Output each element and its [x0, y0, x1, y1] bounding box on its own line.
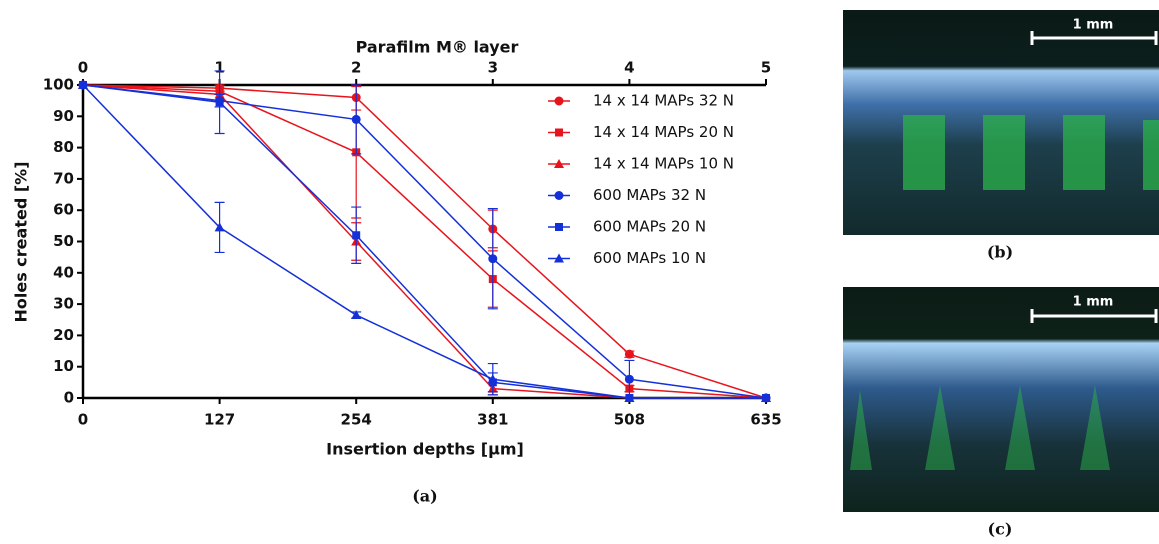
x2-tick-label: 1	[214, 59, 224, 77]
marker	[555, 128, 563, 137]
x2-tick-label: 2	[351, 59, 361, 77]
marker	[215, 98, 224, 107]
scale-label: 1 mm	[1073, 295, 1114, 310]
scale-label: 1 mm	[1073, 18, 1114, 33]
marker	[554, 191, 564, 200]
marker	[352, 231, 361, 240]
x2-tick-label: 5	[761, 59, 771, 77]
x-tick-label: 0	[78, 411, 88, 429]
panel-label: (a)	[412, 487, 438, 506]
marker	[351, 310, 362, 320]
y-tick-label: 100	[43, 76, 74, 94]
marker	[351, 114, 361, 124]
x-tick-label: 635	[750, 411, 781, 429]
legend-label: 600 MAPs 32 N	[593, 186, 706, 204]
y-tick-label: 60	[53, 201, 74, 219]
panel-b: 1 mm (b)	[843, 10, 1159, 262]
marker	[554, 96, 564, 106]
series-line	[82, 84, 767, 399]
y-tick-label: 90	[53, 107, 74, 125]
x-tick-label: 254	[341, 411, 372, 429]
y-axis-label: Holes created [%]	[12, 161, 31, 322]
x2-tick-label: 3	[488, 59, 498, 77]
series-line	[82, 84, 767, 399]
series-line	[82, 84, 766, 399]
y-tick-label: 30	[53, 295, 74, 313]
y-tick-label: 80	[53, 138, 74, 156]
needles	[903, 115, 1159, 190]
marker	[78, 80, 88, 89]
marker	[555, 223, 563, 231]
marker	[214, 222, 225, 232]
y-tick-label: 50	[53, 232, 74, 250]
x-tick-label: 127	[204, 411, 235, 429]
legend-label: 14 x 14 MAPs 20 N	[593, 123, 734, 141]
chart: Insertion depths [μm] Parafilm M® layer …	[12, 38, 782, 506]
y-tick-label: 20	[53, 326, 74, 344]
marker	[487, 374, 498, 384]
series-line	[82, 84, 767, 399]
x2-axis-label: Parafilm M® layer	[356, 38, 519, 57]
y-tick-label: 40	[53, 263, 74, 281]
needles	[850, 385, 1110, 470]
panel-label: (c)	[988, 520, 1013, 539]
y-tick-label: 10	[53, 357, 74, 375]
marker	[761, 393, 771, 402]
x2-tick-label: 4	[624, 59, 634, 77]
x-tick-label: 381	[477, 411, 508, 429]
marker	[624, 393, 635, 402]
marker	[624, 374, 634, 384]
marker	[554, 253, 564, 263]
legend-label: 14 x 14 MAPs 10 N	[593, 155, 734, 173]
marker	[554, 159, 564, 168]
marker	[624, 349, 634, 359]
x-tick-label: 508	[614, 411, 645, 429]
legend-label: 600 MAPs 10 N	[593, 249, 706, 267]
y-tick-label: 70	[53, 169, 74, 187]
oct-image	[843, 287, 1159, 512]
panel-label: (b)	[987, 243, 1013, 262]
legend-label: 600 MAPs 20 N	[593, 218, 706, 236]
x2-tick-label: 0	[78, 59, 88, 77]
y-tick-label: 0	[64, 389, 74, 407]
marker	[488, 254, 498, 264]
legend-label: 14 x 14 MAPs 32 N	[593, 92, 734, 110]
panel-c: 1 mm (c)	[843, 287, 1159, 539]
x-axis-label: Insertion depths [μm]	[326, 440, 524, 459]
